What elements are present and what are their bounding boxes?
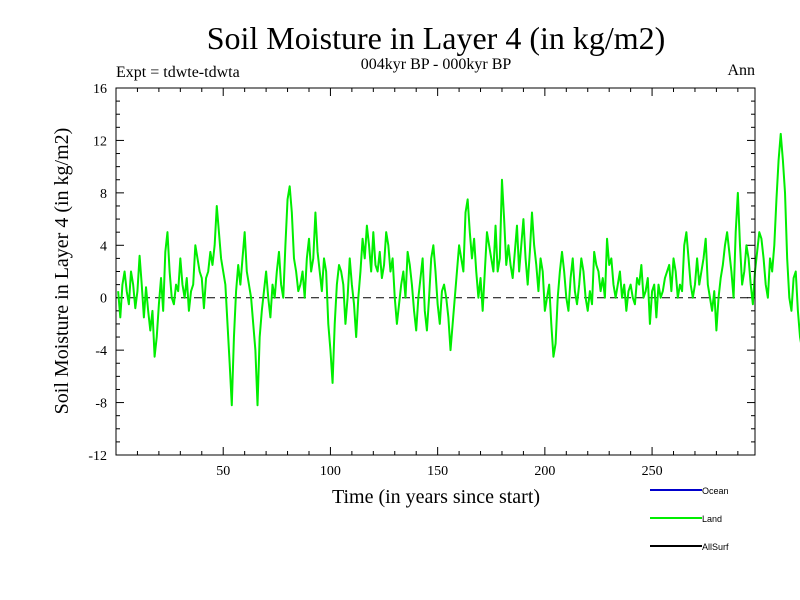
x-tick-label: 100 [320,464,341,479]
chart-title: Soil Moisture in Layer 4 (in kg/m2) [207,20,666,56]
y-tick-label: -4 [95,344,107,359]
chart-subtitle: 004kyr BP - 000kyr BP [361,56,512,73]
experiment-label: Expt = tdwte-tdwta [116,64,240,81]
legend: Ocean Land AllSurf [650,486,729,552]
y-tick-label: 4 [100,239,107,254]
y-tick-label: 12 [93,134,107,149]
series-line-land [117,132,800,407]
plot-frame [115,87,756,456]
tick-marks [116,87,755,456]
data-series [117,132,800,407]
y-axis-label: Soil Moisture in Layer 4 (in kg/m2) [51,128,73,415]
y-tick-label: 16 [93,82,107,97]
legend-label-land: Land [702,514,722,524]
tick-labels: -12 -8 -4 0 4 8 12 16 50 100 150 200 250 [88,82,662,479]
y-tick-label: -8 [95,397,107,412]
y-tick-label: 0 [100,292,107,307]
legend-label-ocean: Ocean [702,486,729,496]
y-tick-label: 8 [100,187,107,202]
x-tick-label: 150 [427,464,448,479]
x-axis-label: Time (in years since start) [332,486,540,508]
x-tick-label: 50 [216,464,230,479]
x-tick-label: 200 [534,464,555,479]
x-tick-label: 250 [642,464,663,479]
y-tick-label: -12 [88,449,107,464]
season-label: Ann [727,62,755,79]
legend-label-allsurf: AllSurf [702,542,729,552]
